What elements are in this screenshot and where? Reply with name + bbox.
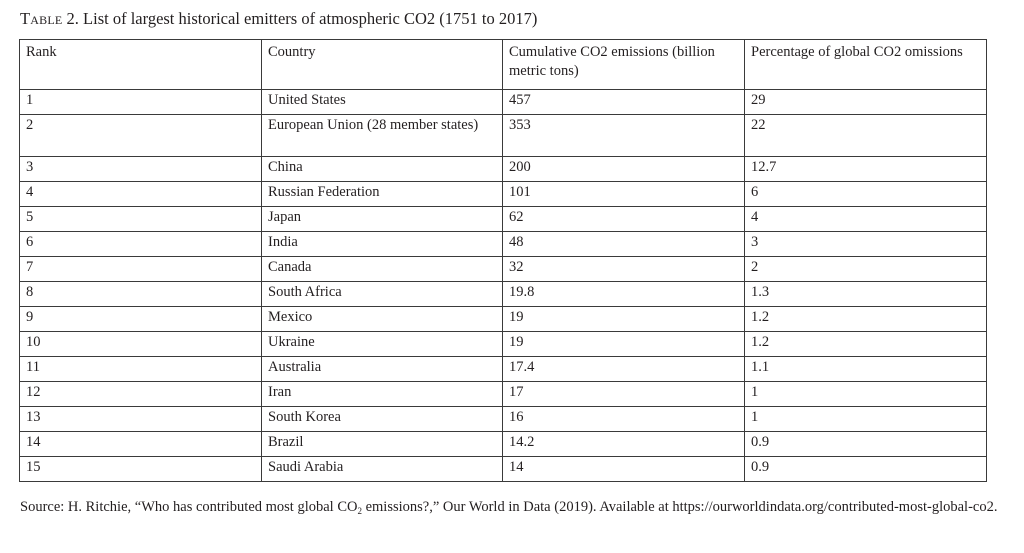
source-note: Source: H. Ritchie, “Who has contributed…	[20, 497, 1010, 517]
cell-percentage: 1	[744, 381, 987, 407]
cell-rank: 6	[19, 231, 262, 257]
cell-cumulative: 16	[502, 406, 745, 432]
table-row: 1 United States 457 29	[19, 89, 987, 115]
cell-rank: 9	[19, 306, 262, 332]
cell-percentage: 1.2	[744, 306, 987, 332]
cell-cumulative: 32	[502, 256, 745, 282]
header-row: Rank Country Cumulative CO2 emissions (b…	[19, 39, 987, 90]
cell-cumulative: 14	[502, 456, 745, 482]
table-row: 6 India 48 3	[19, 231, 987, 257]
table-body: 1 United States 457 29 2 European Union …	[19, 89, 987, 482]
cell-country: European Union (28 member states)	[261, 114, 503, 157]
header-percentage-global: Percentage of global CO2 omissions	[744, 39, 987, 90]
table-row: 14 Brazil 14.2 0.9	[19, 431, 987, 457]
cell-rank: 8	[19, 281, 262, 307]
cell-cumulative: 101	[502, 181, 745, 207]
cell-rank: 10	[19, 331, 262, 357]
table-row: 15 Saudi Arabia 14 0.9	[19, 456, 987, 482]
table-caption: Table 2. List of largest historical emit…	[20, 9, 537, 29]
cell-country: Saudi Arabia	[261, 456, 503, 482]
table-row: 2 European Union (28 member states) 353 …	[19, 114, 987, 157]
cell-country: South Korea	[261, 406, 503, 432]
caption-title: List of largest historical emitters of a…	[78, 9, 538, 28]
cell-cumulative: 19.8	[502, 281, 745, 307]
cell-rank: 12	[19, 381, 262, 407]
cell-cumulative: 14.2	[502, 431, 745, 457]
source-subscript: 2	[357, 506, 362, 516]
cell-country: Mexico	[261, 306, 503, 332]
table-row: 11 Australia 17.4 1.1	[19, 356, 987, 382]
table-row: 9 Mexico 19 1.2	[19, 306, 987, 332]
cell-percentage: 0.9	[744, 456, 987, 482]
cell-percentage: 2	[744, 256, 987, 282]
table-row: 8 South Africa 19.8 1.3	[19, 281, 987, 307]
caption-table-word: Table	[20, 9, 63, 28]
table-row: 3 China 200 12.7	[19, 156, 987, 182]
cell-percentage: 22	[744, 114, 987, 157]
cell-country: India	[261, 231, 503, 257]
cell-percentage: 1.1	[744, 356, 987, 382]
cell-country: United States	[261, 89, 503, 115]
cell-cumulative: 48	[502, 231, 745, 257]
cell-cumulative: 457	[502, 89, 745, 115]
cell-cumulative: 62	[502, 206, 745, 232]
cell-cumulative: 19	[502, 331, 745, 357]
cell-percentage: 1.2	[744, 331, 987, 357]
cell-rank: 7	[19, 256, 262, 282]
header-rank: Rank	[19, 39, 262, 90]
table-header: Rank Country Cumulative CO2 emissions (b…	[19, 39, 987, 90]
cell-country: Ukraine	[261, 331, 503, 357]
cell-country: Australia	[261, 356, 503, 382]
caption-table-number: 2.	[62, 9, 79, 28]
cell-cumulative: 19	[502, 306, 745, 332]
cell-cumulative: 17.4	[502, 356, 745, 382]
cell-percentage: 3	[744, 231, 987, 257]
cell-percentage: 1	[744, 406, 987, 432]
cell-percentage: 0.9	[744, 431, 987, 457]
cell-country: Brazil	[261, 431, 503, 457]
cell-cumulative: 353	[502, 114, 745, 157]
cell-rank: 5	[19, 206, 262, 232]
cell-country: Iran	[261, 381, 503, 407]
cell-percentage: 4	[744, 206, 987, 232]
source-text-continued: emissions?,” Our World in Data (2019). A…	[361, 499, 998, 515]
table-row: 5 Japan 62 4	[19, 206, 987, 232]
table-row: 7 Canada 32 2	[19, 256, 987, 282]
header-country: Country	[261, 39, 503, 90]
table-row: 12 Iran 17 1	[19, 381, 987, 407]
cell-rank: 14	[19, 431, 262, 457]
source-text: Source: H. Ritchie, “Who has contributed…	[20, 499, 358, 515]
cell-cumulative: 200	[502, 156, 745, 182]
table-row: 10 Ukraine 19 1.2	[19, 331, 987, 357]
cell-rank: 11	[19, 356, 262, 382]
cell-country: Russian Federation	[261, 181, 503, 207]
emitters-table: Rank Country Cumulative CO2 emissions (b…	[19, 39, 987, 482]
cell-country: Canada	[261, 256, 503, 282]
cell-country: Japan	[261, 206, 503, 232]
cell-percentage: 6	[744, 181, 987, 207]
cell-cumulative: 17	[502, 381, 745, 407]
cell-rank: 1	[19, 89, 262, 115]
cell-rank: 13	[19, 406, 262, 432]
cell-percentage: 12.7	[744, 156, 987, 182]
cell-rank: 2	[19, 114, 262, 157]
table-row: 13 South Korea 16 1	[19, 406, 987, 432]
cell-rank: 15	[19, 456, 262, 482]
header-cumulative-emissions: Cumulative CO2 emissions (billion metric…	[502, 39, 745, 90]
cell-rank: 4	[19, 181, 262, 207]
table-row: 4 Russian Federation 101 6	[19, 181, 987, 207]
cell-percentage: 1.3	[744, 281, 987, 307]
cell-rank: 3	[19, 156, 262, 182]
cell-country: South Africa	[261, 281, 503, 307]
cell-country: China	[261, 156, 503, 182]
cell-percentage: 29	[744, 89, 987, 115]
